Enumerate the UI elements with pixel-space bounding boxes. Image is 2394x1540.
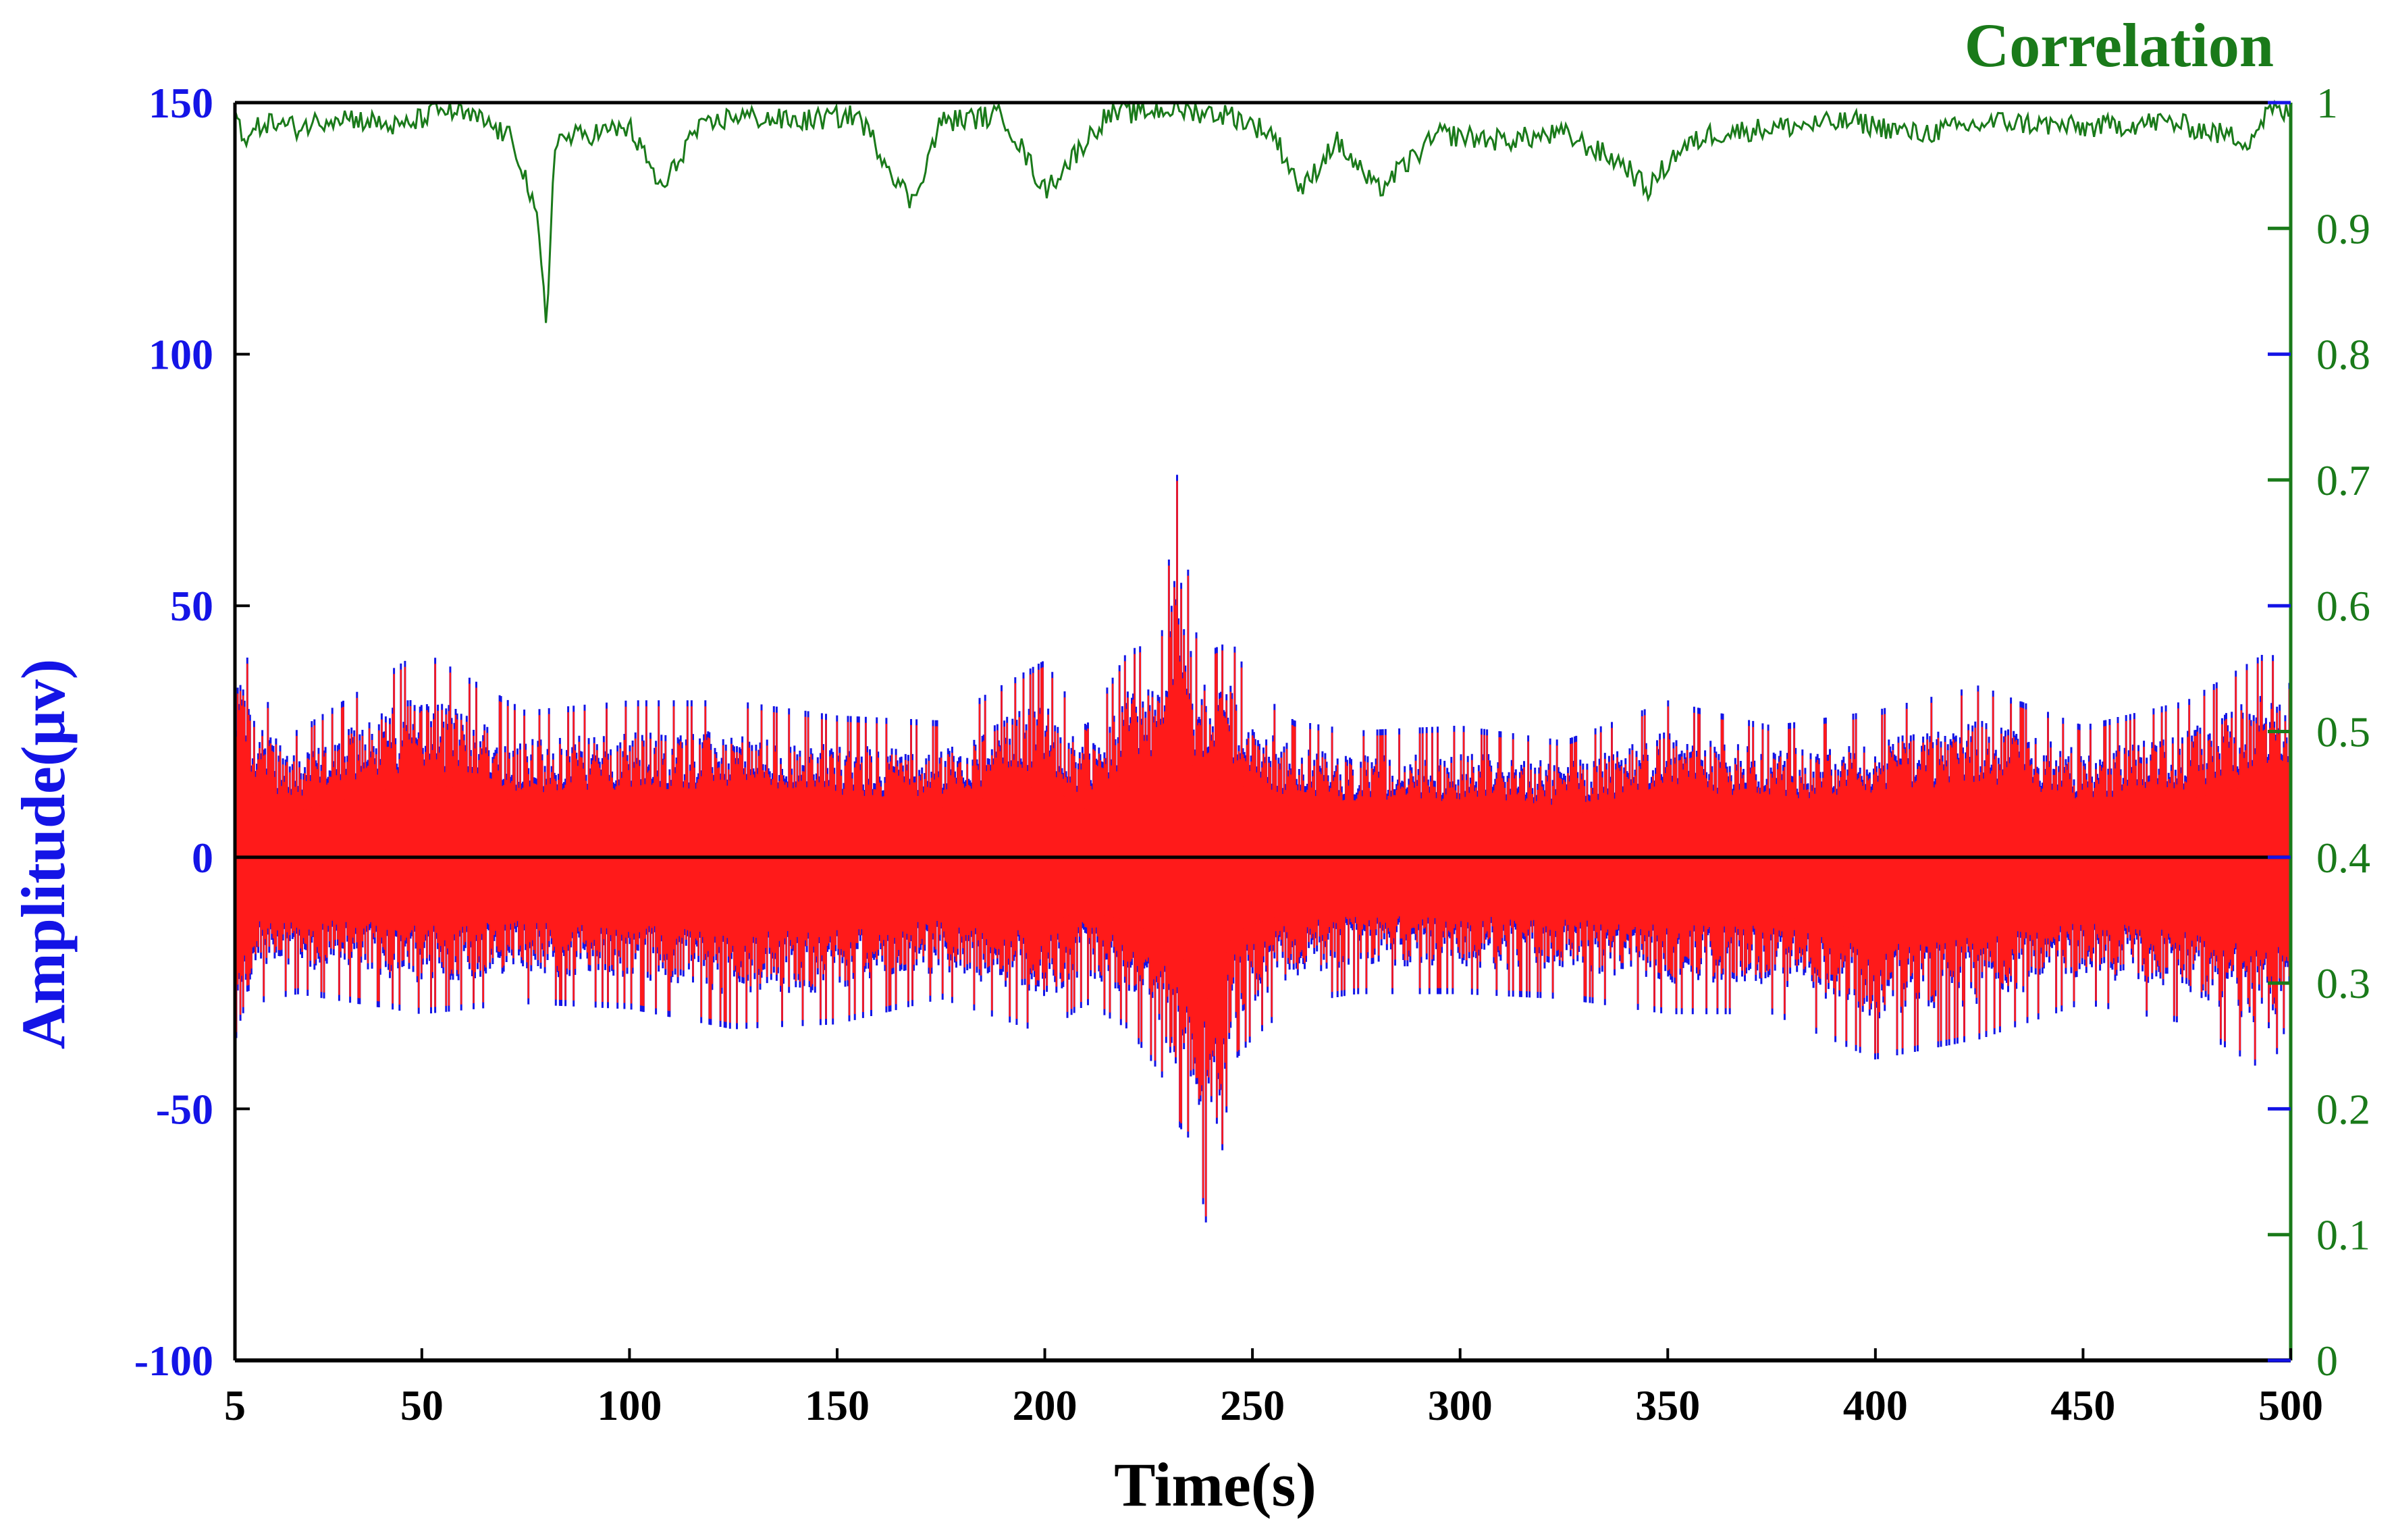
correlation-trace [234, 99, 2291, 323]
x-tick-label: 250 [1220, 1381, 1285, 1429]
x-tick-label: 350 [1635, 1381, 1700, 1429]
x-tick-label: 50 [400, 1381, 444, 1429]
right-y-tick-label: 1 [2316, 79, 2338, 127]
x-tick-label: 300 [1428, 1381, 1493, 1429]
right-y-tick-label: 0.1 [2316, 1211, 2370, 1259]
x-axis-title: Time(s) [1114, 1450, 1316, 1519]
x-tick-label: 200 [1013, 1381, 1078, 1429]
left-y-tick-label: -100 [134, 1337, 213, 1385]
x-tick-label: 450 [2050, 1381, 2115, 1429]
x-tick-label: 5 [224, 1381, 246, 1429]
left-y-tick-label: 50 [170, 582, 213, 630]
right-y-axis-title: Correlation [1965, 11, 2274, 80]
left-y-tick-label: 150 [149, 79, 213, 127]
right-y-tick-label: 0.3 [2316, 959, 2370, 1007]
right-y-tick-label: 0.8 [2316, 331, 2370, 379]
ticks: 5 50 100 150 200 250 300 350 400 450 500150100500-… [134, 79, 2370, 1429]
right-y-tick-label: 0.5 [2316, 708, 2370, 756]
right-y-tick-label: 0.7 [2316, 456, 2370, 504]
x-tick-label: 150 [805, 1381, 870, 1429]
left-y-tick-label: 0 [192, 834, 213, 882]
x-tick-label: 400 [1843, 1381, 1908, 1429]
left-y-tick-label: 100 [149, 331, 213, 379]
right-y-tick-label: 0.4 [2316, 834, 2370, 882]
right-y-tick-label: 0 [2316, 1337, 2338, 1385]
left-y-axis-title: Amplitude(μv) [9, 659, 78, 1050]
x-tick-label: 500 [2258, 1381, 2323, 1429]
correlation-line [234, 99, 2291, 323]
x-tick-label: 100 [597, 1381, 662, 1429]
right-y-tick-label: 0.6 [2316, 582, 2370, 630]
right-y-tick-label: 0.2 [2316, 1085, 2370, 1133]
right-y-tick-label: 0.9 [2316, 205, 2370, 253]
left-y-tick-label: -50 [156, 1085, 213, 1133]
